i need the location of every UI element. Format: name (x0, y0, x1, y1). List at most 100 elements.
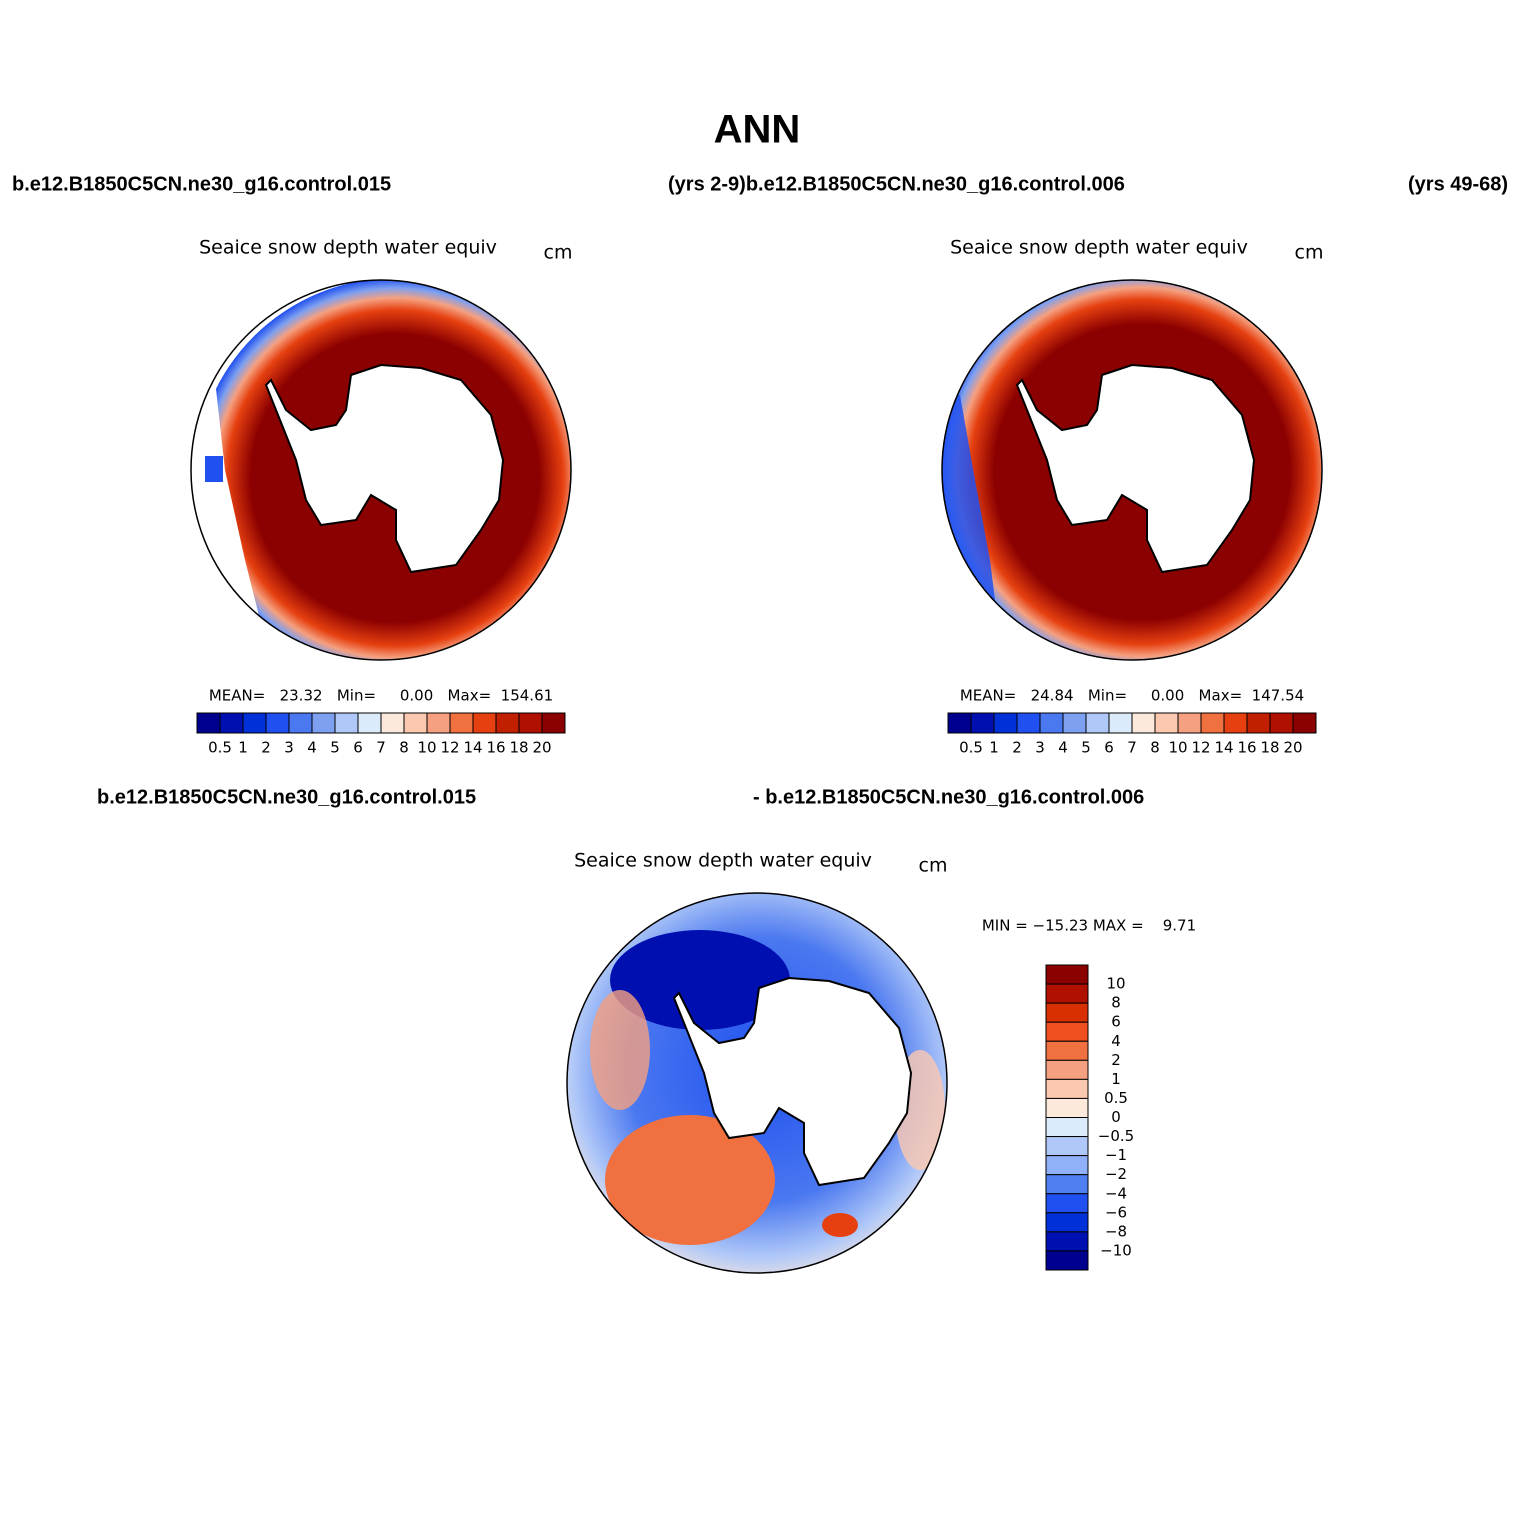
colorbar-label: 8 (399, 739, 409, 757)
colorbar-label: −0.5 (1098, 1127, 1134, 1145)
map-panel: Seaice snow depth water equiv cm MEAN= 2… (941, 237, 1323, 757)
colorbar-box (265, 712, 290, 734)
map-title: Seaice snow depth water equiv (199, 237, 497, 259)
stats: MEAN= 24.84 Min= 0.00 Max= 147.54 (960, 687, 1304, 705)
colorbar-label: 18 (509, 739, 528, 757)
colorbar-box (1045, 1155, 1089, 1176)
colorbar-box (1131, 712, 1156, 734)
map-panel: Seaice snow depth water equiv cm MEAN= 2… (190, 237, 573, 757)
map-title: Seaice snow depth water equiv (950, 237, 1248, 259)
colorbar-box (970, 712, 995, 734)
map-panel: b.e12.B1850C5CN.ne30_g16.control.015 - b… (97, 786, 1196, 1274)
colorbar-label: 14 (1214, 739, 1233, 757)
colorbar-label: 3 (284, 739, 294, 757)
colorbar-box (380, 712, 405, 734)
units: cm (919, 855, 948, 877)
colorbar-label: 1 (1111, 1070, 1121, 1088)
colorbar-label: 6 (1104, 739, 1114, 757)
colorbar-box (1045, 964, 1089, 985)
colorbar-label: 0 (1111, 1108, 1121, 1126)
case-label: (yrs 2-9)b.e12.B1850C5CN.ne30_g16.contro… (668, 173, 1125, 195)
colorbar-box (518, 712, 543, 734)
colorbar-box (1045, 1193, 1089, 1214)
colorbar-box (196, 712, 221, 734)
colorbar-label: 0.5 (1104, 1089, 1128, 1107)
colorbar-box (288, 712, 313, 734)
colorbar-label: −2 (1105, 1165, 1127, 1183)
units: cm (544, 242, 573, 264)
map-title: Seaice snow depth water equiv (574, 850, 872, 872)
colorbar-label: 4 (307, 739, 317, 757)
colorbar-label: 16 (1237, 739, 1256, 757)
colorbar-label: 3 (1035, 739, 1045, 757)
colorbar-box (947, 712, 972, 734)
colorbar-label: 10 (417, 739, 436, 757)
colorbar-box (334, 712, 359, 734)
colorbar-label: 0.5 (959, 739, 983, 757)
colorbar-box (1045, 1250, 1089, 1271)
colorbar-box (1045, 1097, 1089, 1118)
case-label: b.e12.B1850C5CN.ne30_g16.control.015 (12, 173, 391, 195)
colorbar-label: 14 (463, 739, 482, 757)
colorbar-label: −6 (1105, 1203, 1127, 1221)
colorbar-label: 10 (1106, 975, 1125, 993)
colorbar-box (1045, 1117, 1089, 1138)
colorbar-label: 6 (1111, 1013, 1121, 1031)
colorbar-label: 7 (376, 739, 386, 757)
colorbar-label: 20 (1283, 739, 1302, 757)
colorbar-box (993, 712, 1018, 734)
colorbar-box (472, 712, 497, 734)
colorbar-label: 2 (261, 739, 271, 757)
colorbar-box (1045, 1231, 1089, 1252)
colorbar-box (1154, 712, 1179, 734)
colorbar-label: 1 (238, 739, 248, 757)
colorbar-box (357, 712, 382, 734)
colorbar-label: 16 (486, 739, 505, 757)
colorbar-box (1045, 1040, 1089, 1061)
colorbar-box (1045, 1002, 1089, 1023)
colorbar-box (449, 712, 474, 734)
colorbar: 0.5 1 2 3 4 5 6 7 8 10 12 14 16 18 20 (947, 712, 1317, 757)
colorbar-box (495, 712, 520, 734)
colorbar-box (541, 712, 566, 734)
colorbar-box (1177, 712, 1202, 734)
colorbar-label: 12 (440, 739, 459, 757)
case-label: b.e12.B1850C5CN.ne30_g16.control.015 (97, 786, 476, 808)
colorbar-box (1045, 1136, 1089, 1157)
colorbar-box (1045, 983, 1089, 1004)
colorbar-label: −4 (1105, 1184, 1127, 1202)
colorbar-label: 4 (1058, 739, 1068, 757)
colorbar: 0.5 1 2 3 4 5 6 7 8 10 12 14 16 18 20 (196, 712, 566, 757)
colorbar-label: 2 (1012, 739, 1022, 757)
colorbar-label: 1 (989, 739, 999, 757)
case-label: - b.e12.B1850C5CN.ne30_g16.control.006 (753, 786, 1144, 808)
stats: MIN = −15.23 MAX = 9.71 (982, 917, 1196, 935)
colorbar-label: 8 (1111, 994, 1121, 1012)
colorbar-box (1045, 1059, 1089, 1080)
colorbar-box (1045, 1021, 1089, 1042)
colorbar-box (1223, 712, 1248, 734)
colorbar-label: −1 (1105, 1146, 1127, 1164)
map-field (942, 280, 1322, 660)
stats: MEAN= 23.32 Min= 0.00 Max= 154.61 (209, 687, 553, 705)
colorbar-label: 20 (532, 739, 551, 757)
colorbar-box (1269, 712, 1294, 734)
colorbar-label: 18 (1260, 739, 1279, 757)
colorbar-label: 0.5 (208, 739, 232, 757)
colorbar-box (242, 712, 267, 734)
colorbar-box (219, 712, 244, 734)
map-field (191, 280, 571, 660)
colorbar-box (1200, 712, 1225, 734)
colorbar-label: 10 (1168, 739, 1187, 757)
colorbar-label: −8 (1105, 1222, 1127, 1240)
colorbar-box (311, 712, 336, 734)
colorbar-box (1062, 712, 1087, 734)
colorbar-label: 5 (330, 739, 340, 757)
colorbar-box (1045, 1212, 1089, 1233)
map-field (567, 893, 947, 1273)
colorbar-label: 7 (1127, 739, 1137, 757)
colorbar-label: 12 (1191, 739, 1210, 757)
colorbar-box (1108, 712, 1133, 734)
title: ANN (714, 108, 801, 152)
